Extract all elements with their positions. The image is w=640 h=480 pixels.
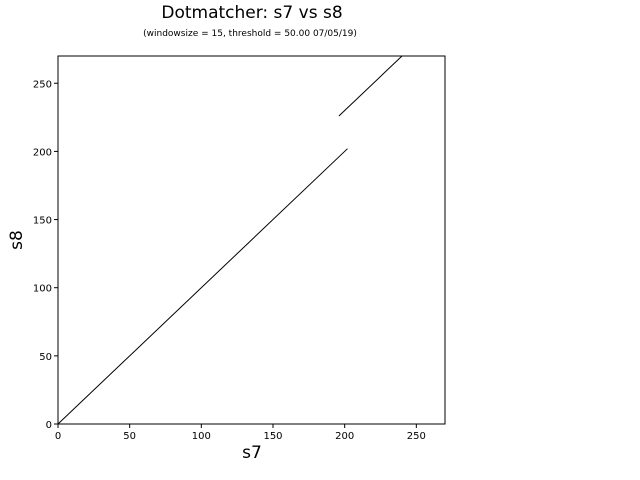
y-tick-label: 150	[33, 216, 52, 227]
x-tick-label: 200	[335, 431, 354, 442]
chart-subtitle: (windowsize = 15, threshold = 50.00 07/0…	[143, 29, 357, 39]
plot-frame	[57, 55, 446, 425]
chart-title: Dotmatcher: s7 vs s8	[161, 3, 342, 23]
y-tick-label: 0	[46, 420, 52, 431]
x-tick-label: 250	[407, 431, 426, 442]
y-tick-label: 200	[33, 147, 52, 158]
match-diagonal-2	[338, 55, 403, 117]
x-axis: 0 50 100 150 200 250	[55, 424, 426, 442]
y-axis: 0 50 100 150 200 250	[33, 79, 58, 431]
y-axis-label: s8	[7, 230, 27, 250]
x-tick-label: 0	[55, 431, 61, 442]
x-tick-label: 150	[263, 431, 282, 442]
y-tick-label: 50	[39, 352, 52, 363]
x-tick-label: 100	[192, 431, 211, 442]
y-tick-label: 100	[33, 284, 52, 295]
x-axis-label: s7	[242, 443, 262, 463]
series-group	[57, 55, 403, 425]
match-diagonal-1	[57, 148, 348, 425]
y-tick-label: 250	[33, 79, 52, 90]
x-tick-label: 50	[123, 431, 136, 442]
